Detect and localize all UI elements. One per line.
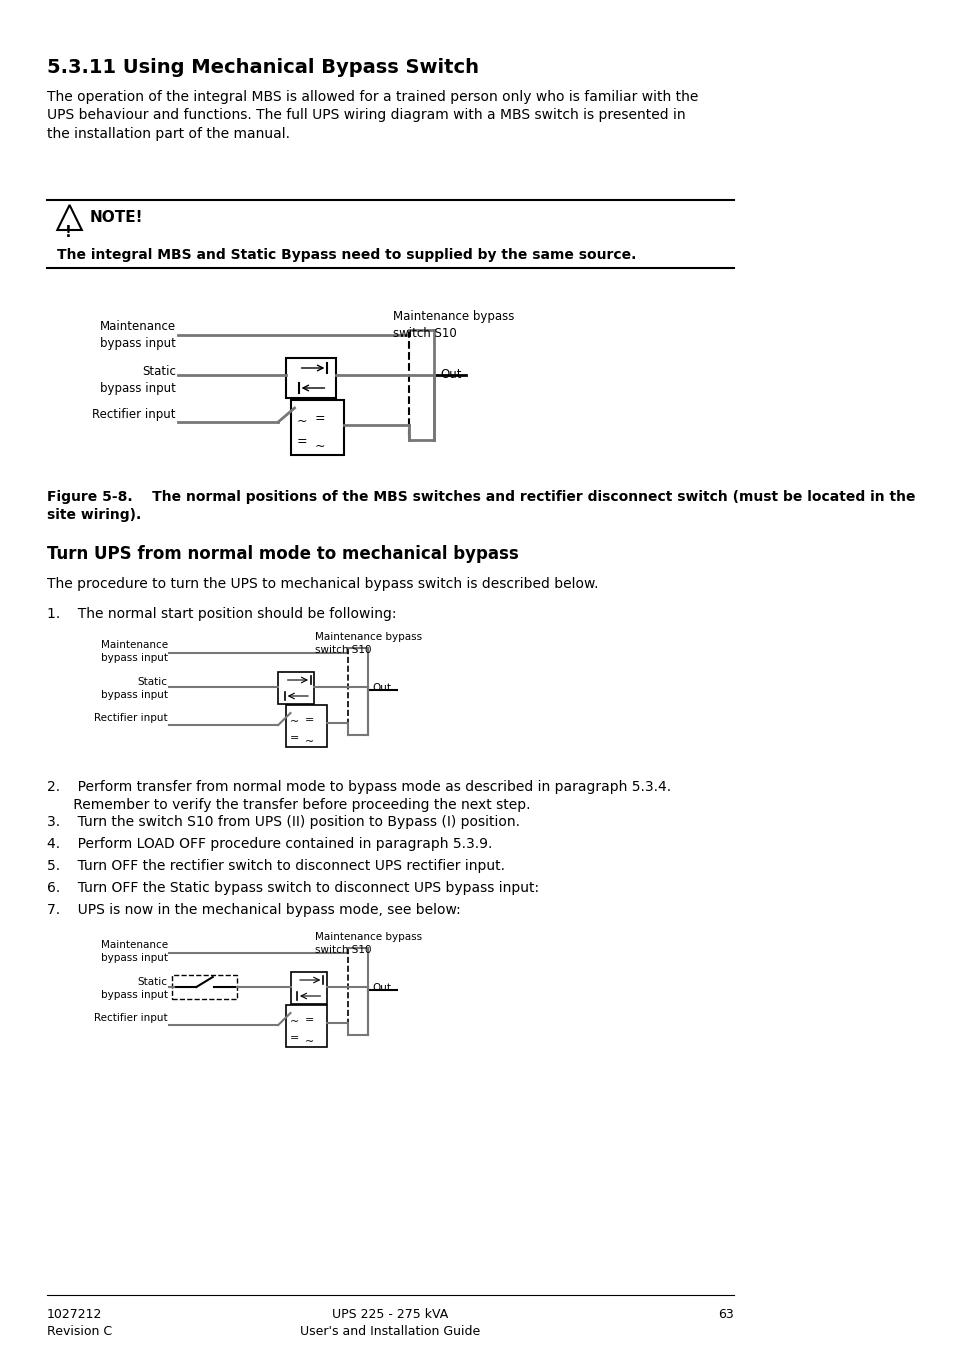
Text: Maintenance bypass
switch S10: Maintenance bypass switch S10 <box>314 632 422 655</box>
Bar <box>291 400 343 455</box>
Text: =: = <box>290 733 298 743</box>
Text: The integral MBS and Static Bypass need to supplied by the same source.: The integral MBS and Static Bypass need … <box>57 248 636 262</box>
Bar <box>286 358 335 398</box>
Text: =: = <box>296 435 308 448</box>
Bar <box>286 705 327 747</box>
Text: Figure 5-8.    The normal positions of the MBS switches and rectifier disconnect: Figure 5-8. The normal positions of the … <box>47 490 914 522</box>
Text: =: = <box>314 412 325 425</box>
Text: ~: ~ <box>304 737 314 747</box>
Text: !: ! <box>65 225 71 240</box>
Text: Maintenance bypass
switch S10: Maintenance bypass switch S10 <box>393 310 514 340</box>
Text: Rectifier input: Rectifier input <box>94 1012 168 1023</box>
Text: 4.    Perform LOAD OFF procedure contained in paragraph 5.3.9.: 4. Perform LOAD OFF procedure contained … <box>47 837 492 850</box>
Text: 7.    UPS is now in the mechanical bypass mode, see below:: 7. UPS is now in the mechanical bypass m… <box>47 903 460 917</box>
Text: The operation of the integral MBS is allowed for a trained person only who is fa: The operation of the integral MBS is all… <box>47 90 698 140</box>
Text: ~: ~ <box>304 1037 314 1048</box>
Text: Out: Out <box>439 369 461 381</box>
Text: Rectifier input: Rectifier input <box>94 713 168 724</box>
Text: Turn UPS from normal mode to mechanical bypass: Turn UPS from normal mode to mechanical … <box>47 545 517 563</box>
Text: 63: 63 <box>718 1308 733 1322</box>
Text: 1.    The normal start position should be following:: 1. The normal start position should be f… <box>47 608 395 621</box>
Text: =: = <box>290 1033 298 1044</box>
Text: ~: ~ <box>290 1017 298 1027</box>
Bar <box>172 975 237 999</box>
Text: ~: ~ <box>314 440 325 454</box>
Text: UPS 225 - 275 kVA
User's and Installation Guide: UPS 225 - 275 kVA User's and Installatio… <box>300 1308 480 1338</box>
Text: Out: Out <box>372 683 391 693</box>
Bar <box>286 1004 327 1048</box>
Bar <box>291 972 326 1004</box>
Text: Maintenance
bypass input: Maintenance bypass input <box>100 640 168 663</box>
Text: 5.    Turn OFF the rectifier switch to disconnect UPS rectifier input.: 5. Turn OFF the rectifier switch to disc… <box>47 859 504 873</box>
Text: 5.3.11 Using Mechanical Bypass Switch: 5.3.11 Using Mechanical Bypass Switch <box>47 58 478 77</box>
Text: =: = <box>304 1015 314 1025</box>
Text: Out: Out <box>372 983 391 994</box>
Text: 6.    Turn OFF the Static bypass switch to disconnect UPS bypass input:: 6. Turn OFF the Static bypass switch to … <box>47 882 538 895</box>
Text: Maintenance bypass
switch S10: Maintenance bypass switch S10 <box>314 931 422 956</box>
Text: ~: ~ <box>290 717 298 728</box>
Text: Static
bypass input: Static bypass input <box>101 977 168 1000</box>
Text: Maintenance
bypass input: Maintenance bypass input <box>100 940 168 963</box>
Text: NOTE!: NOTE! <box>90 211 143 225</box>
Text: Rectifier input: Rectifier input <box>92 408 175 421</box>
Bar <box>278 672 314 703</box>
Text: 1027212
Revision C: 1027212 Revision C <box>47 1308 112 1338</box>
Text: =: = <box>304 716 314 725</box>
Text: The procedure to turn the UPS to mechanical bypass switch is described below.: The procedure to turn the UPS to mechani… <box>47 576 598 591</box>
Text: Maintenance
bypass input: Maintenance bypass input <box>100 320 175 350</box>
Text: Static
bypass input: Static bypass input <box>101 676 168 701</box>
Text: Static
bypass input: Static bypass input <box>100 364 175 396</box>
Text: 3.    Turn the switch S10 from UPS (II) position to Bypass (I) position.: 3. Turn the switch S10 from UPS (II) pos… <box>47 815 519 829</box>
Text: 2.    Perform transfer from normal mode to bypass mode as described in paragraph: 2. Perform transfer from normal mode to … <box>47 780 670 813</box>
Text: ~: ~ <box>296 414 307 428</box>
